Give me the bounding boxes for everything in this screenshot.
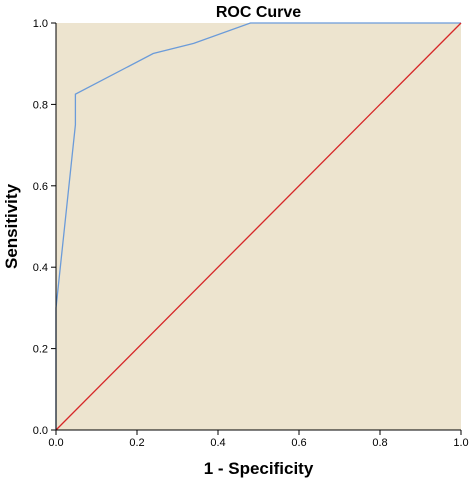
reference-diagonal-line: [55, 22, 462, 431]
y-axis-ticks: 0.0 0.2 0.4 0.6 0.8 1.0: [33, 18, 56, 437]
x-axis-title: 1 - Specificity: [204, 459, 314, 478]
roc-curve-line: [55, 22, 461, 430]
x-tick-label: 0.6: [291, 437, 306, 449]
y-tick-label: 0.8: [33, 99, 48, 111]
x-axis-ticks: 0.0 0.2 0.4 0.6 0.8 1.0: [48, 430, 469, 449]
chart-title: ROC Curve: [216, 4, 301, 21]
y-tick-label: 0.2: [33, 344, 48, 356]
x-tick-label: 0.4: [210, 437, 225, 449]
y-axis-title: Sensitivity: [2, 183, 21, 269]
y-tick-label: 0.0: [33, 425, 48, 437]
x-tick-label: 0.8: [372, 437, 387, 449]
x-tick-label: 1.0: [453, 437, 468, 449]
x-tick-label: 0.2: [129, 437, 144, 449]
series-layer: [55, 22, 462, 431]
y-tick-label: 1.0: [33, 18, 48, 30]
y-tick-label: 0.4: [33, 262, 48, 274]
y-tick-label: 0.6: [33, 181, 48, 193]
x-tick-label: 0.0: [48, 437, 63, 449]
